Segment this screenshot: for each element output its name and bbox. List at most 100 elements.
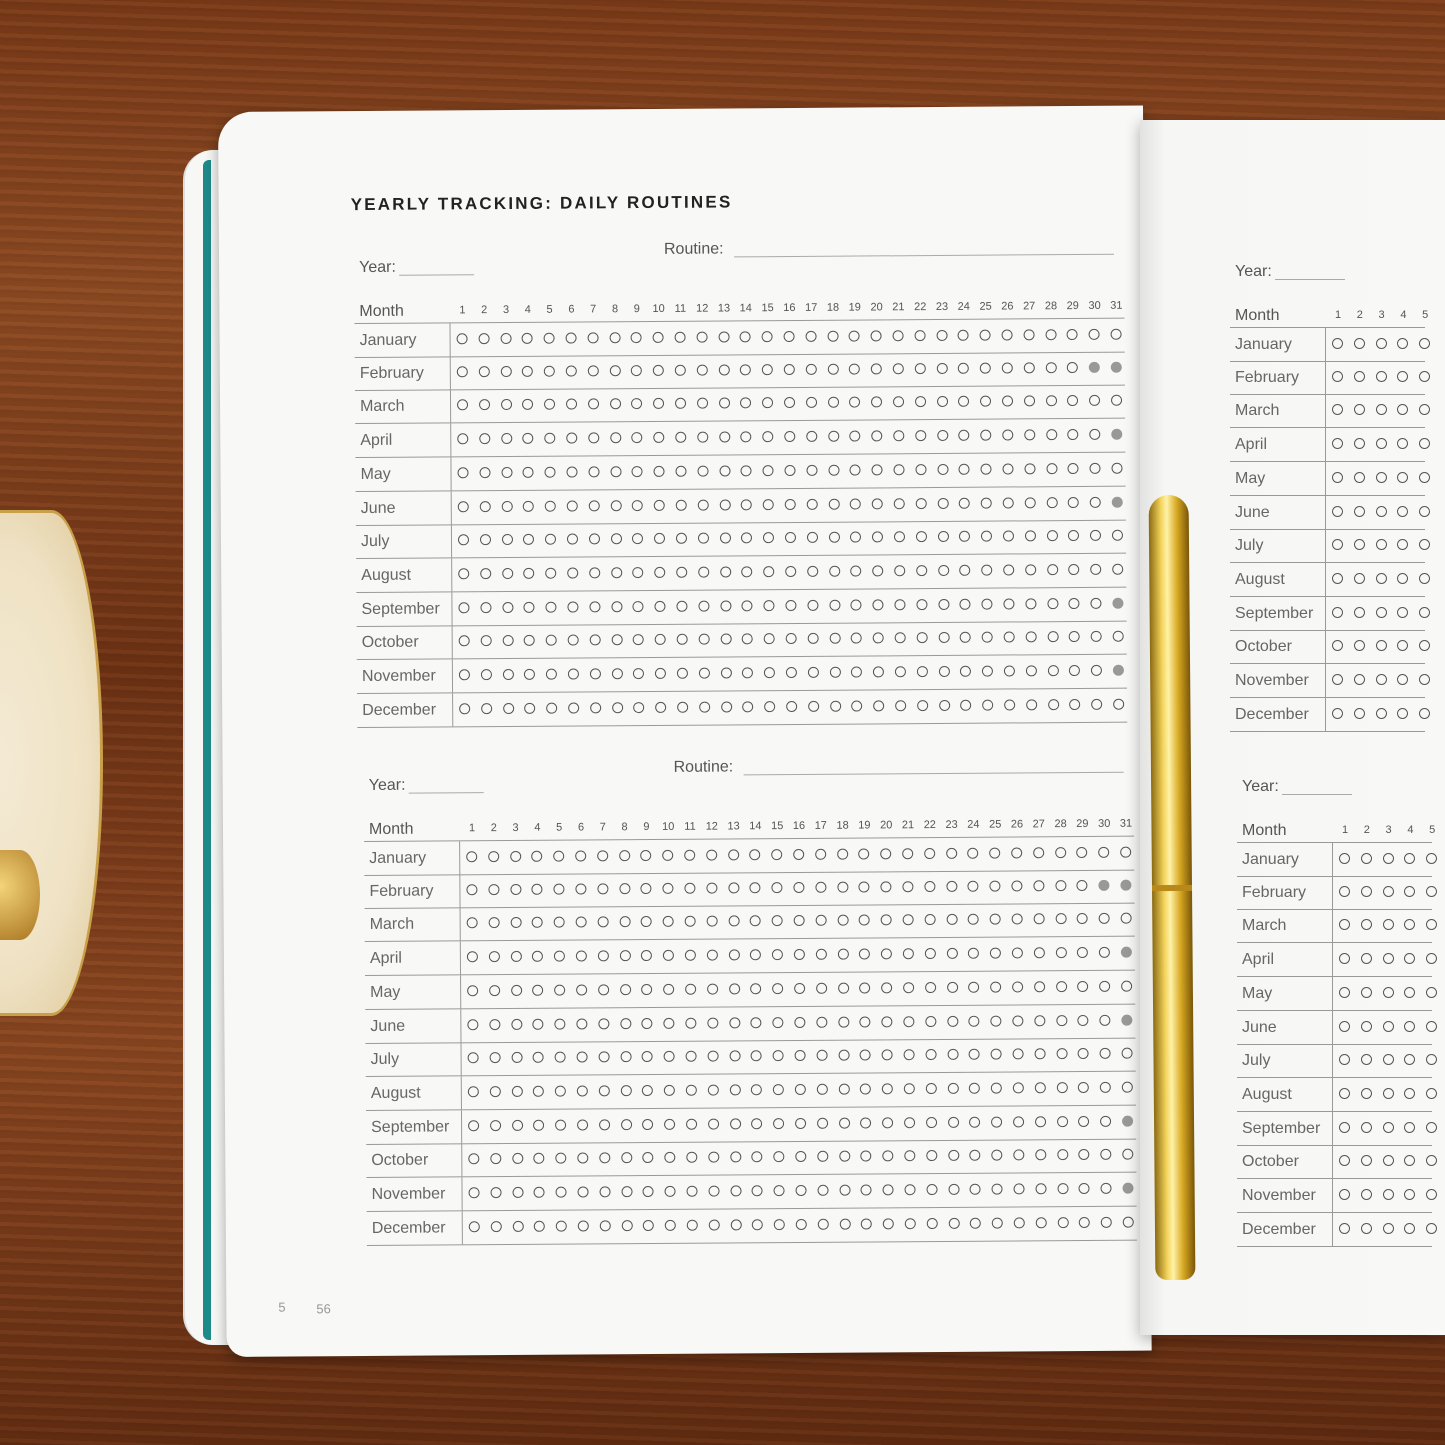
day-checkbox[interactable]: [684, 949, 696, 961]
day-checkbox[interactable]: [1332, 471, 1343, 483]
day-checkbox[interactable]: [969, 1183, 981, 1195]
day-checkbox[interactable]: [1332, 338, 1343, 349]
day-checkbox[interactable]: [1382, 953, 1394, 965]
day-checkbox[interactable]: [480, 601, 492, 613]
day-checkbox[interactable]: [871, 464, 883, 476]
day-checkbox[interactable]: [1382, 1020, 1394, 1032]
day-checkbox[interactable]: [598, 1118, 610, 1130]
day-checkbox[interactable]: [1353, 539, 1365, 551]
day-checkbox[interactable]: [686, 1151, 698, 1164]
day-checkbox[interactable]: [793, 881, 805, 893]
day-checkbox[interactable]: [553, 883, 565, 895]
day-checkbox[interactable]: [1397, 606, 1409, 618]
day-checkbox[interactable]: [1360, 1189, 1372, 1200]
day-checkbox[interactable]: [894, 666, 906, 678]
day-checkbox[interactable]: [1332, 539, 1343, 551]
day-checkbox[interactable]: [532, 917, 544, 929]
day-checkbox[interactable]: [806, 532, 818, 544]
day-checkbox[interactable]: [730, 1185, 742, 1197]
day-checkbox[interactable]: [1098, 913, 1110, 925]
day-checkbox[interactable]: [969, 1149, 981, 1162]
day-checkbox[interactable]: [1360, 1020, 1372, 1032]
day-checkbox[interactable]: [991, 1183, 1003, 1195]
day-checkbox[interactable]: [597, 882, 609, 895]
day-checkbox[interactable]: [1332, 674, 1343, 685]
day-checkbox[interactable]: [968, 947, 980, 959]
day-checkbox[interactable]: [837, 948, 849, 960]
day-checkbox[interactable]: [729, 1084, 741, 1096]
day-checkbox[interactable]: [663, 1017, 675, 1029]
day-checkbox[interactable]: [1339, 1189, 1350, 1200]
day-checkbox[interactable]: [676, 634, 688, 646]
day-checkbox[interactable]: [1025, 597, 1037, 609]
day-checkbox[interactable]: [675, 398, 687, 410]
day-checkbox[interactable]: [849, 464, 861, 476]
day-checkbox[interactable]: [959, 497, 971, 509]
day-checkbox[interactable]: [598, 1085, 610, 1097]
day-checkbox[interactable]: [532, 1051, 545, 1064]
day-checkbox[interactable]: [1013, 1115, 1025, 1128]
day-checkbox[interactable]: [488, 951, 500, 963]
day-checkbox[interactable]: [675, 499, 687, 511]
day-checkbox[interactable]: [948, 1217, 960, 1229]
day-checkbox[interactable]: [524, 668, 536, 680]
day-checkbox[interactable]: [1353, 674, 1365, 685]
day-checkbox[interactable]: [588, 533, 600, 545]
day-checkbox[interactable]: [565, 365, 577, 377]
day-checkbox[interactable]: [597, 984, 609, 996]
day-checkbox[interactable]: [1089, 462, 1101, 474]
day-checkbox[interactable]: [553, 850, 565, 862]
day-checkbox[interactable]: [1375, 572, 1387, 584]
day-checkbox[interactable]: [1375, 338, 1387, 349]
day-checkbox[interactable]: [1068, 530, 1080, 542]
day-checkbox[interactable]: [621, 1186, 633, 1198]
day-checkbox[interactable]: [740, 397, 752, 409]
day-checkbox[interactable]: [859, 948, 871, 960]
day-checkbox[interactable]: [1110, 395, 1123, 407]
day-checkbox[interactable]: [1339, 1087, 1350, 1099]
day-checkbox[interactable]: [456, 333, 468, 345]
day-checkbox[interactable]: [663, 1051, 675, 1063]
day-checkbox[interactable]: [524, 702, 536, 714]
day-checkbox[interactable]: [510, 1018, 523, 1030]
day-checkbox[interactable]: [720, 701, 732, 713]
day-checkbox[interactable]: [1426, 986, 1438, 998]
day-checkbox[interactable]: [1339, 885, 1350, 897]
day-checkbox[interactable]: [521, 332, 534, 344]
day-checkbox[interactable]: [729, 1117, 741, 1130]
day-checkbox[interactable]: [1353, 505, 1365, 517]
day-checkbox[interactable]: [609, 432, 621, 444]
day-checkbox[interactable]: [643, 1219, 655, 1231]
day-checkbox[interactable]: [545, 601, 557, 613]
day-checkbox[interactable]: [1034, 1014, 1046, 1026]
day-checkbox[interactable]: [762, 464, 774, 477]
day-checkbox[interactable]: [749, 849, 761, 861]
day-checkbox[interactable]: [893, 464, 905, 476]
day-checkbox[interactable]: [903, 1049, 915, 1061]
day-checkbox[interactable]: [698, 667, 710, 679]
day-checkbox[interactable]: [511, 1085, 523, 1097]
day-checkbox[interactable]: [696, 331, 708, 343]
day-checkbox[interactable]: [599, 1219, 611, 1232]
day-checkbox[interactable]: [575, 950, 587, 962]
day-checkbox[interactable]: [785, 633, 797, 645]
day-checkbox[interactable]: [839, 1218, 851, 1230]
day-checkbox[interactable]: [763, 566, 775, 578]
day-checkbox[interactable]: [610, 499, 622, 511]
day-checkbox[interactable]: [741, 498, 753, 510]
day-checkbox[interactable]: [859, 982, 871, 994]
day-checkbox[interactable]: [1122, 1148, 1134, 1161]
day-checkbox[interactable]: [773, 1218, 786, 1230]
day-checkbox[interactable]: [457, 433, 469, 445]
day-checkbox[interactable]: [1382, 885, 1394, 897]
day-checkbox[interactable]: [959, 564, 971, 576]
day-checkbox[interactable]: [751, 1117, 763, 1129]
day-checkbox[interactable]: [1426, 853, 1438, 864]
day-checkbox[interactable]: [816, 1016, 828, 1028]
day-checkbox[interactable]: [751, 1185, 763, 1197]
day-checkbox[interactable]: [467, 1052, 479, 1064]
day-checkbox[interactable]: [1375, 539, 1387, 551]
day-checkbox[interactable]: [1034, 1082, 1046, 1094]
day-checkbox[interactable]: [924, 948, 936, 960]
day-checkbox[interactable]: [1012, 981, 1024, 993]
